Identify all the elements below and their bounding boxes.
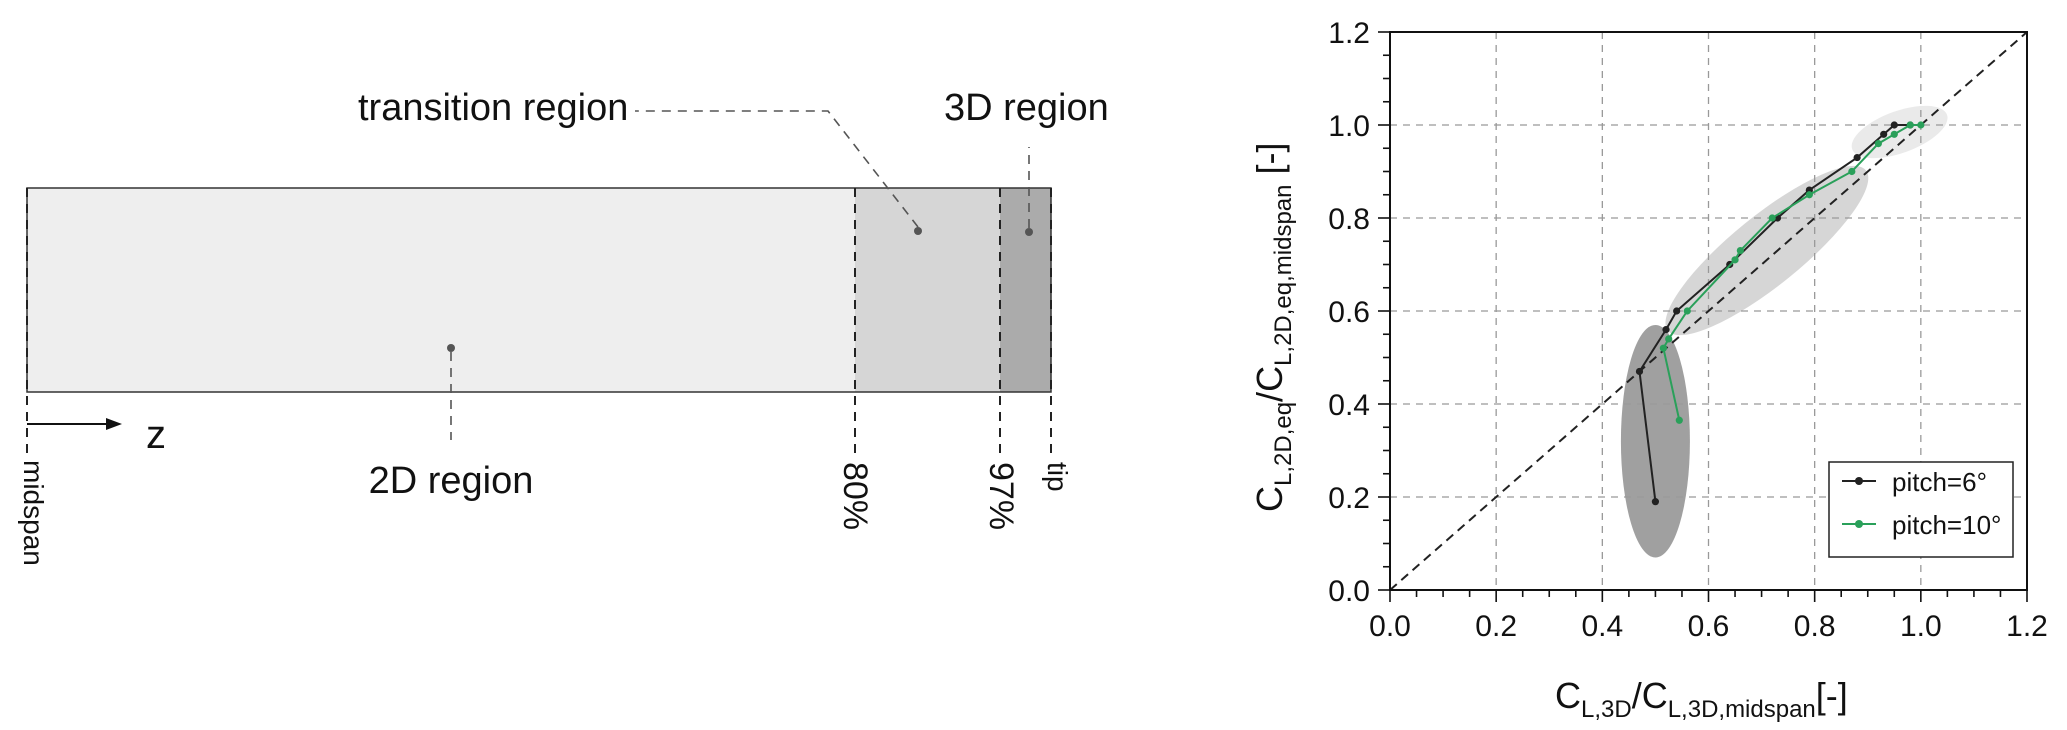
series-0-point: [1880, 130, 1888, 138]
series-1-point: [1890, 130, 1898, 138]
series-0-point: [1662, 326, 1670, 334]
region-2d-label: 2D region: [369, 460, 534, 502]
cluster-ellipse-0: [1620, 324, 1690, 558]
chart-tick-labels: 0.0 0.2 0.4 0.6 0.8 1.0 1.2 0.0 0.2 0.4 0.6 0.8 1.0 1…: [1328, 17, 2048, 643]
series-1-point: [1731, 256, 1739, 264]
cluster-ellipses: [1620, 105, 1948, 558]
y-tick-label: 0.8: [1328, 203, 1370, 236]
cluster-ellipse-1: [1665, 165, 1869, 336]
series-1-point: [1768, 214, 1776, 222]
transition-region-leader: [635, 110, 919, 228]
x-tick-label: 0.6: [1688, 610, 1730, 643]
x-tick-label: 0.4: [1581, 610, 1623, 643]
series-1-point: [1736, 246, 1744, 255]
y-tick-label: 0.2: [1328, 482, 1370, 515]
x-tick-label: 1.0: [1900, 610, 1942, 643]
region-3d-dot: [1025, 228, 1033, 236]
series-1-point: [1665, 335, 1673, 343]
z-axis-label: z: [146, 413, 166, 457]
chart-series: [1635, 121, 1925, 506]
legend-label-pitch-6: pitch=6°: [1892, 467, 1987, 497]
series-1-point: [1874, 140, 1882, 148]
series-1-point: [1659, 344, 1667, 352]
span-diagram: transition region 3D region 2D region z …: [18, 87, 1109, 566]
series-1-point: [1848, 167, 1856, 176]
series-1-point: [1906, 121, 1914, 129]
region-3d-label: 3D region: [944, 87, 1109, 129]
region-2d-dot: [447, 344, 455, 352]
legend-label-pitch-10: pitch=10°: [1892, 510, 2001, 540]
series-1-point: [1805, 191, 1813, 199]
y-tick-label: 0.4: [1328, 389, 1370, 422]
midspan-label: midspan: [18, 460, 49, 566]
y-tick-label: 1.2: [1328, 17, 1370, 50]
region-2d-block: [27, 188, 855, 392]
legend-marker-pitch-10: [1855, 520, 1863, 528]
chart-axes: [1378, 31, 2028, 602]
y-axis-label: CL,2D,eq/CL,2D,eq,midspan [-]: [1249, 142, 1297, 512]
series-1-point: [1917, 121, 1925, 129]
series-0-point: [1890, 121, 1898, 129]
x-tick-label: 1.2: [2006, 610, 2048, 643]
series-1-point: [1675, 416, 1683, 424]
series-0-point: [1635, 367, 1644, 376]
legend-marker-pitch-6: [1855, 477, 1863, 485]
series-0-point: [1651, 498, 1660, 506]
transition-region-label: transition region: [358, 87, 628, 129]
series-0-point: [1853, 153, 1861, 162]
region-3d-block: [1000, 188, 1051, 392]
y-tick-label: 0.0: [1328, 575, 1370, 608]
transition-region-dot: [914, 227, 922, 235]
x-tick-label: 0.8: [1794, 610, 1836, 643]
percent-97-label: 97%: [982, 462, 1020, 530]
x-tick-label: 0.0: [1369, 610, 1411, 643]
y-tick-label: 0.6: [1328, 296, 1370, 329]
ratio-chart: 0.0 0.2 0.4 0.6 0.8 1.0 1.2 0.0 0.2 0.4 0.6 0.8 1.0 1…: [1249, 17, 2048, 723]
percent-80-label: 80%: [836, 462, 874, 530]
transition-region-block: [855, 188, 1000, 392]
x-axis-label: CL,3D/CL,3D,midspan[-]: [1555, 675, 1848, 723]
x-tick-label: 0.2: [1475, 610, 1517, 643]
tip-label: tip: [1042, 462, 1073, 492]
z-arrow-head: [106, 418, 122, 430]
y-tick-label: 1.0: [1328, 110, 1370, 143]
chart-legend: pitch=6° pitch=10°: [1828, 461, 2014, 558]
series-0-point: [1673, 307, 1681, 315]
series-1-point: [1683, 307, 1691, 315]
